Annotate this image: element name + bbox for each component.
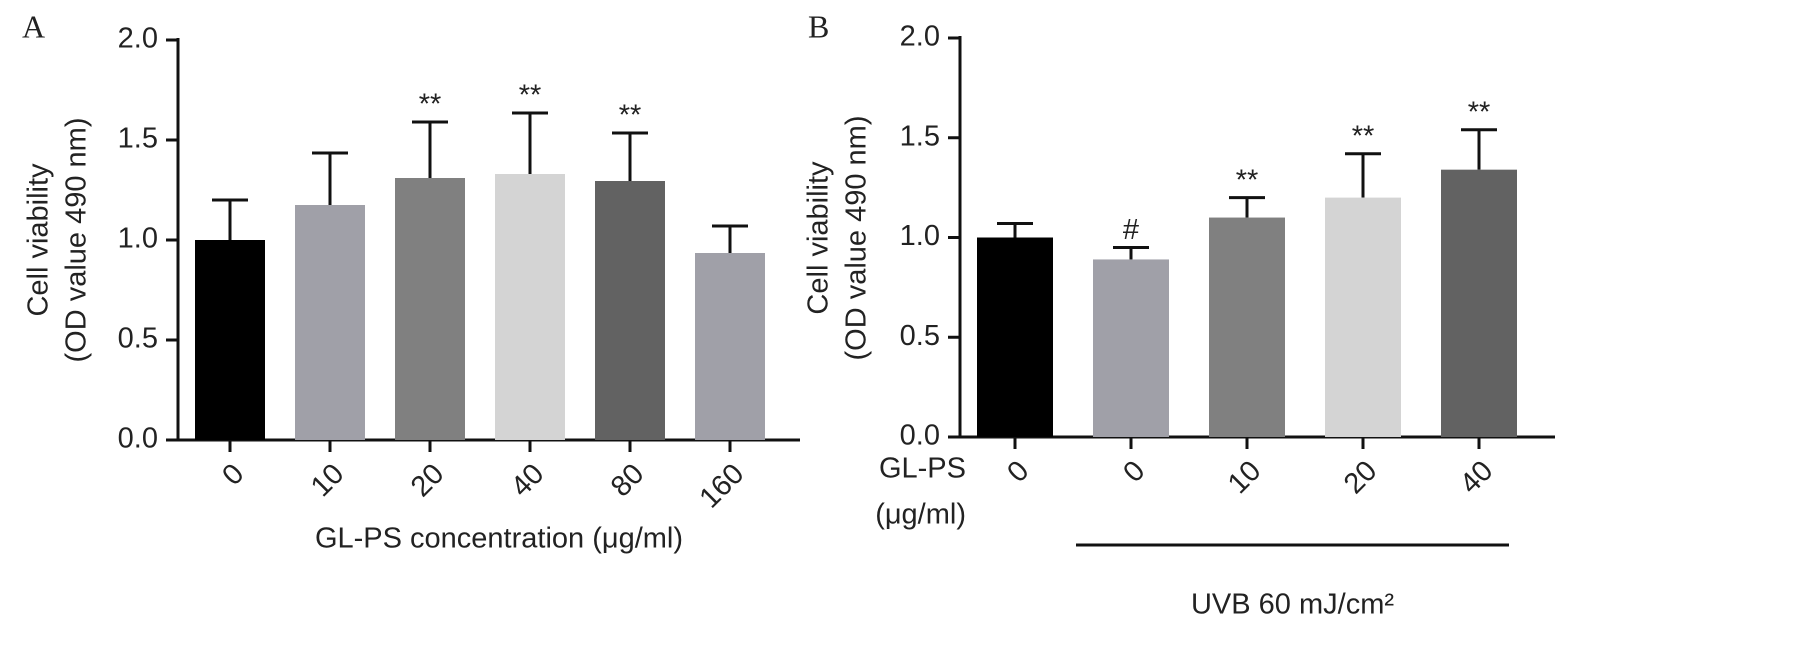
x-tick-label: 40 <box>505 458 550 503</box>
group-label: UVB 60 mJ/cm² <box>1191 589 1394 621</box>
y-axis-label: (OD value 490 nm) <box>841 116 873 361</box>
y-tick-label: 2.0 <box>900 21 940 53</box>
x-tick-label: 160 <box>694 458 751 515</box>
x-tick-label: 20 <box>1338 455 1383 500</box>
bar <box>295 205 365 440</box>
category-title: GL-PS <box>879 453 966 485</box>
y-tick-label: 1.5 <box>900 120 940 152</box>
x-tick-label: 10 <box>305 458 350 503</box>
significance-label: ** <box>1236 164 1259 196</box>
y-tick-label: 0.5 <box>118 323 158 355</box>
x-tick-label: 80 <box>605 458 650 503</box>
x-axis-label: GL-PS concentration (μg/ml) <box>315 523 683 555</box>
y-axis-label: Cell viability <box>803 161 835 315</box>
y-axis-label: Cell viability <box>23 163 55 317</box>
y-tick-label: 0.0 <box>118 423 158 455</box>
y-tick-label: 2.0 <box>118 23 158 55</box>
x-tick-label: 10 <box>1222 455 1267 500</box>
significance-label: ** <box>419 89 442 121</box>
y-tick-label: 1.0 <box>900 220 940 252</box>
bar <box>1093 259 1169 437</box>
bar <box>595 181 665 440</box>
bar <box>495 174 565 440</box>
category-title: (μg/ml) <box>875 499 966 531</box>
significance-label: ** <box>619 100 642 132</box>
x-tick-label: 0 <box>216 458 250 492</box>
bar <box>977 237 1053 437</box>
bar <box>395 178 465 440</box>
bar <box>1209 217 1285 437</box>
x-tick-label: 20 <box>405 458 450 503</box>
x-tick-label: 40 <box>1454 455 1499 500</box>
significance-label: ** <box>1468 96 1491 128</box>
panel-label: A <box>22 8 45 44</box>
bar <box>1325 197 1401 437</box>
panel-label: B <box>808 8 829 44</box>
significance-label: # <box>1123 214 1139 246</box>
significance-label: ** <box>1352 120 1375 152</box>
y-tick-label: 1.0 <box>118 223 158 255</box>
y-tick-label: 0.0 <box>900 420 940 452</box>
bar <box>1441 169 1517 438</box>
y-tick-label: 0.5 <box>900 320 940 352</box>
significance-label: ** <box>519 80 542 112</box>
x-tick-label: 0 <box>1001 455 1035 489</box>
y-tick-label: 1.5 <box>118 123 158 155</box>
bar <box>695 253 765 440</box>
bar <box>195 240 265 440</box>
y-axis-label: (OD value 490 nm) <box>61 118 93 363</box>
x-tick-label: 0 <box>1117 455 1151 489</box>
